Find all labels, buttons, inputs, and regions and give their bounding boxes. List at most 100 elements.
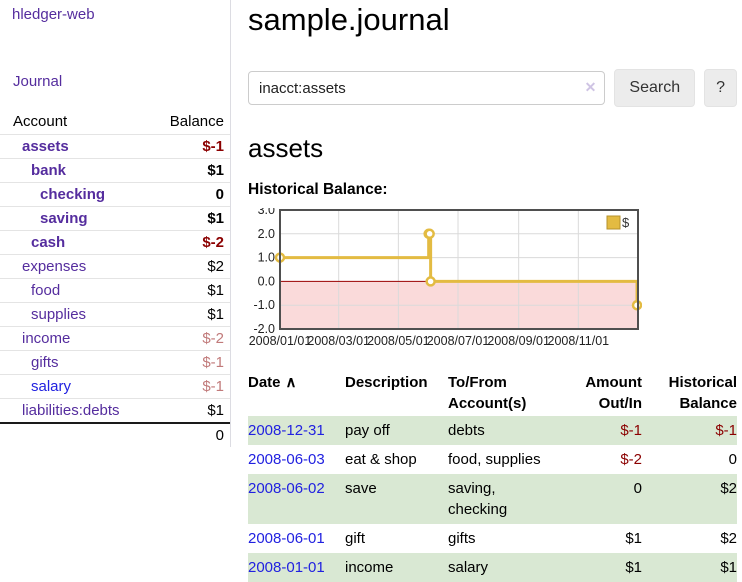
transaction-description: pay off bbox=[345, 422, 390, 439]
account-balance: $1 bbox=[152, 158, 230, 183]
chart-xtick-label: 2008/01/01 bbox=[249, 334, 312, 348]
account-heading: assets bbox=[248, 133, 324, 163]
account-row: saving $1 bbox=[0, 206, 230, 231]
chart-xtick-label: 2008/03/01 bbox=[307, 334, 370, 348]
register-header-balance: Historical Balance bbox=[668, 374, 737, 412]
sort-ascending-icon: ∧ bbox=[285, 374, 297, 391]
account-link[interactable]: liabilities:debts bbox=[22, 402, 120, 419]
transaction-date-link[interactable]: 2008-01-01 bbox=[248, 559, 325, 576]
account-balance: $1 bbox=[152, 302, 230, 327]
chart-ytick-label: 3.0 bbox=[258, 208, 275, 217]
transaction-date-link[interactable]: 2008-12-31 bbox=[248, 422, 325, 439]
register-header-row: Date ∧ Description To/From Account(s) Amo… bbox=[248, 370, 737, 416]
chart-xtick-label: 2008/07/01 bbox=[427, 334, 490, 348]
transaction-amount: $-1 bbox=[620, 422, 642, 439]
account-row: income $-2 bbox=[0, 326, 230, 351]
transaction-amount: $-2 bbox=[620, 451, 642, 468]
transaction-date-link[interactable]: 2008-06-03 bbox=[248, 451, 325, 468]
transaction-amount: $1 bbox=[625, 559, 642, 576]
transaction-description: gift bbox=[345, 530, 366, 547]
register-table-body: 2008-12-31 pay off debts $-1 $-1 2008-06-03 ea… bbox=[248, 416, 737, 582]
account-balance: $2 bbox=[152, 254, 230, 279]
transaction-date-link[interactable]: 2008-06-02 bbox=[248, 480, 325, 497]
account-link[interactable]: expenses bbox=[22, 258, 87, 275]
transaction-balance: 0 bbox=[728, 451, 737, 468]
chart-ytick-label: 2.0 bbox=[258, 227, 275, 241]
search-box: ✕ bbox=[248, 71, 606, 105]
chart-legend-label: $ bbox=[622, 215, 630, 230]
chart-svg: $3.0 2.0 1.0 0.0 -1.0 -2.02008/01/012008/03/0… bbox=[249, 203, 643, 348]
account-row: cash $-2 bbox=[0, 230, 230, 255]
accounts-header-balance: Balance bbox=[169, 113, 224, 130]
account-link[interactable]: assets bbox=[22, 138, 69, 155]
search-button[interactable]: Search bbox=[614, 69, 696, 107]
accounts-header-row: Account Balance bbox=[0, 110, 230, 135]
transaction-balance: $-1 bbox=[715, 422, 737, 439]
transaction-balance: $1 bbox=[720, 559, 737, 576]
account-balance: $1 bbox=[152, 398, 230, 423]
account-link[interactable]: food bbox=[31, 282, 61, 299]
register-row: 2008-12-31 pay off debts $-1 $-1 bbox=[248, 416, 737, 445]
transaction-date-link[interactable]: 2008-06-01 bbox=[248, 530, 325, 547]
chart-border bbox=[279, 209, 639, 330]
chart-xtick-label: 2008/11/01 bbox=[548, 334, 610, 348]
accounts-table: Account Balance assets $-1 bank $1 checking 0… bbox=[0, 110, 230, 447]
accounts-table-body: assets $-1 bank $1 checking 0 saving $1 cash $-2 e… bbox=[0, 134, 230, 423]
chart-ytick-label: 1.0 bbox=[258, 251, 275, 265]
help-button[interactable]: ? bbox=[704, 69, 737, 107]
register-row: 2008-06-01 gift gifts $1 $2 bbox=[248, 524, 737, 553]
transaction-accounts: food, supplies bbox=[448, 451, 541, 468]
account-link[interactable]: cash bbox=[31, 234, 66, 251]
account-row: liabilities:debts $1 bbox=[0, 398, 230, 423]
account-balance: $-1 bbox=[152, 350, 230, 375]
account-row: food $1 bbox=[0, 278, 230, 303]
account-balance: $1 bbox=[152, 206, 230, 231]
clear-search-icon[interactable]: ✕ bbox=[584, 79, 597, 95]
accounts-total-balance: 0 bbox=[152, 422, 230, 447]
transaction-description: income bbox=[345, 559, 394, 576]
account-balance: $-1 bbox=[152, 134, 230, 159]
page-title: sample.journal bbox=[248, 2, 450, 37]
chart-marker bbox=[424, 228, 435, 240]
account-row: salary $-1 bbox=[0, 374, 230, 399]
sidebar-item-journal[interactable]: Journal bbox=[13, 73, 63, 90]
account-row: expenses $2 bbox=[0, 254, 230, 279]
account-row: assets $-1 bbox=[0, 134, 230, 159]
transaction-description: eat & shop bbox=[345, 451, 417, 468]
transaction-accounts: salary bbox=[448, 559, 489, 576]
account-link[interactable]: bank bbox=[31, 162, 67, 179]
account-balance: $-1 bbox=[152, 374, 230, 399]
search-bar: ✕ Search ? bbox=[248, 69, 737, 107]
register-header-description: Description bbox=[345, 374, 428, 391]
chart-ytick-label: 0.0 bbox=[258, 274, 275, 288]
balance-chart: $3.0 2.0 1.0 0.0 -1.0 -2.0 2008/01/01 2008/03/0… bbox=[248, 203, 737, 354]
sidebar: hledger-web Journal Account Balance asse… bbox=[0, 0, 231, 447]
transaction-accounts: gifts bbox=[448, 530, 476, 547]
register-row: 2008-06-03 eat & shop food, supplies $-2 0 bbox=[248, 445, 737, 474]
main-content: sample.journal ✕ Search ? assets Histori… bbox=[248, 0, 737, 582]
register-header-accounts: To/From Account(s) bbox=[448, 374, 527, 412]
app-title-link[interactable]: hledger-web bbox=[12, 6, 95, 23]
chart-xtick-label: 2008/05/01 bbox=[367, 334, 430, 348]
account-link[interactable]: income bbox=[22, 330, 71, 347]
chart-section-label: Historical Balance: bbox=[248, 181, 388, 198]
account-link[interactable]: gifts bbox=[31, 354, 59, 371]
chart-xtick-label: 2008/09/01 bbox=[487, 334, 550, 348]
register-header-amount: Amount Out/In bbox=[585, 374, 642, 412]
search-input[interactable] bbox=[248, 71, 606, 105]
register-header-date[interactable]: Date ∧ bbox=[248, 374, 297, 391]
account-row: supplies $1 bbox=[0, 302, 230, 327]
register-row: 2008-01-01 income salary $1 $1 bbox=[248, 553, 737, 582]
chart-ytick-label: -2.0 bbox=[253, 322, 275, 336]
account-row: bank $1 bbox=[0, 158, 230, 183]
account-link[interactable]: saving bbox=[40, 210, 88, 227]
register-table: Date ∧ Description To/From Account(s) Amo… bbox=[248, 370, 737, 582]
transaction-balance: $2 bbox=[720, 530, 737, 547]
register-row: 2008-06-02 save saving, checking 0 $2 bbox=[248, 474, 737, 524]
account-balance: $-2 bbox=[152, 230, 230, 255]
account-row: checking 0 bbox=[0, 182, 230, 207]
account-link[interactable]: salary bbox=[31, 378, 72, 395]
transaction-accounts: debts bbox=[448, 422, 485, 439]
account-link[interactable]: supplies bbox=[31, 306, 87, 323]
account-link[interactable]: checking bbox=[40, 186, 106, 203]
